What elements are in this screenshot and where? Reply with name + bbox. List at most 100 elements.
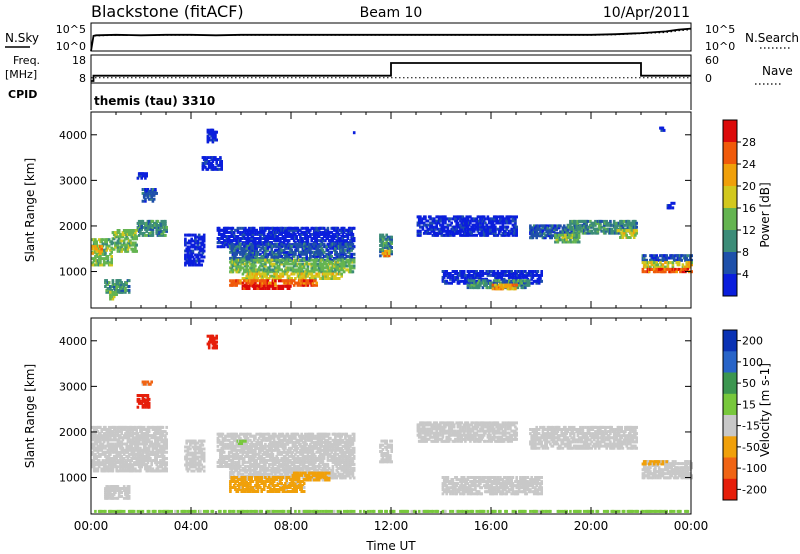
range-cell [125,235,128,239]
range-cell [106,467,110,471]
range-cell [672,201,676,205]
range-cell [99,448,102,452]
range-cell [114,233,117,237]
range-cell [125,231,128,235]
range-cell [99,259,102,263]
range-cell [641,270,645,274]
range-cell [304,235,307,238]
range-cell [564,240,567,244]
range-cell [214,132,217,136]
range-cell [186,245,190,249]
range-cell [276,256,280,260]
range-cell [274,242,277,246]
range-cell [115,233,118,237]
range-cell [605,223,608,227]
range-cell [122,465,126,469]
range-cell [449,275,452,279]
range-cell [107,469,111,473]
range-cell [314,274,317,278]
range-cell [96,469,100,473]
range-cell [687,265,691,269]
range-cell [509,281,512,285]
range-cell [96,252,100,256]
range-cell [539,232,542,236]
range-cell [454,272,457,275]
range-cell [551,226,555,230]
range-cell [579,223,582,227]
range-cell [346,246,350,250]
range-cell [576,233,580,237]
range-cell [514,283,517,287]
range-cell [511,283,515,287]
nave-right-label: Nave [762,64,793,78]
range-cell [151,219,155,223]
range-cell [275,258,278,262]
range-cell [262,256,266,260]
range-cell [110,259,113,263]
range-cell [381,233,385,237]
range-cell [432,217,436,221]
range-cell [654,258,657,262]
range-cell [596,219,600,223]
range-cell [307,230,311,234]
range-cell [669,254,672,258]
range-cell [514,275,517,279]
range-cell [342,226,346,230]
range-cell [214,156,217,160]
range-cell [332,277,336,280]
range-cell [302,281,306,285]
range-cell [139,469,142,473]
range-cell [92,436,96,440]
range-cell [340,230,343,234]
range-cell [96,261,100,265]
range-cell [121,288,125,292]
range-cell [275,248,278,252]
range-cell [382,241,386,245]
range-cell [122,285,126,288]
range-cell [116,235,120,239]
range-cell [541,226,545,230]
range-cell [215,160,218,163]
range-cell [241,260,245,264]
range-cell [504,272,507,275]
range-cell [511,219,515,223]
range-cell [495,285,498,289]
range-cell [566,228,570,232]
range-cell [301,226,305,230]
range-cell [96,259,100,263]
range-cell [501,287,505,291]
range-cell [231,226,235,230]
range-cell [652,263,656,267]
range-cell [119,285,122,288]
range-cell [349,246,352,250]
range-cell [506,231,510,235]
range-cell [480,281,483,285]
range-cell [109,442,112,446]
range-cell [564,230,567,234]
range-cell [134,231,137,235]
range-cell [319,230,322,234]
range-cell [131,446,135,450]
range-cell [460,225,463,229]
range-cell [419,217,422,221]
range-cell [275,272,278,276]
range-cell [100,452,103,456]
range-cell [142,172,146,176]
range-cell [99,240,102,244]
range-cell [626,223,630,227]
range-cell [124,432,127,436]
range-cell [257,270,261,274]
range-cell [531,236,535,240]
range-cell [441,270,445,273]
range-cell [190,259,193,263]
range-cell [476,221,480,225]
range-cell [135,461,138,465]
range-cell [537,226,541,230]
range-cell [99,440,102,444]
range-cell [257,237,261,240]
range-cell [352,266,356,270]
range-cell [241,230,245,234]
range-cell [127,290,131,294]
range-cell [481,223,485,227]
range-cell [544,226,547,230]
